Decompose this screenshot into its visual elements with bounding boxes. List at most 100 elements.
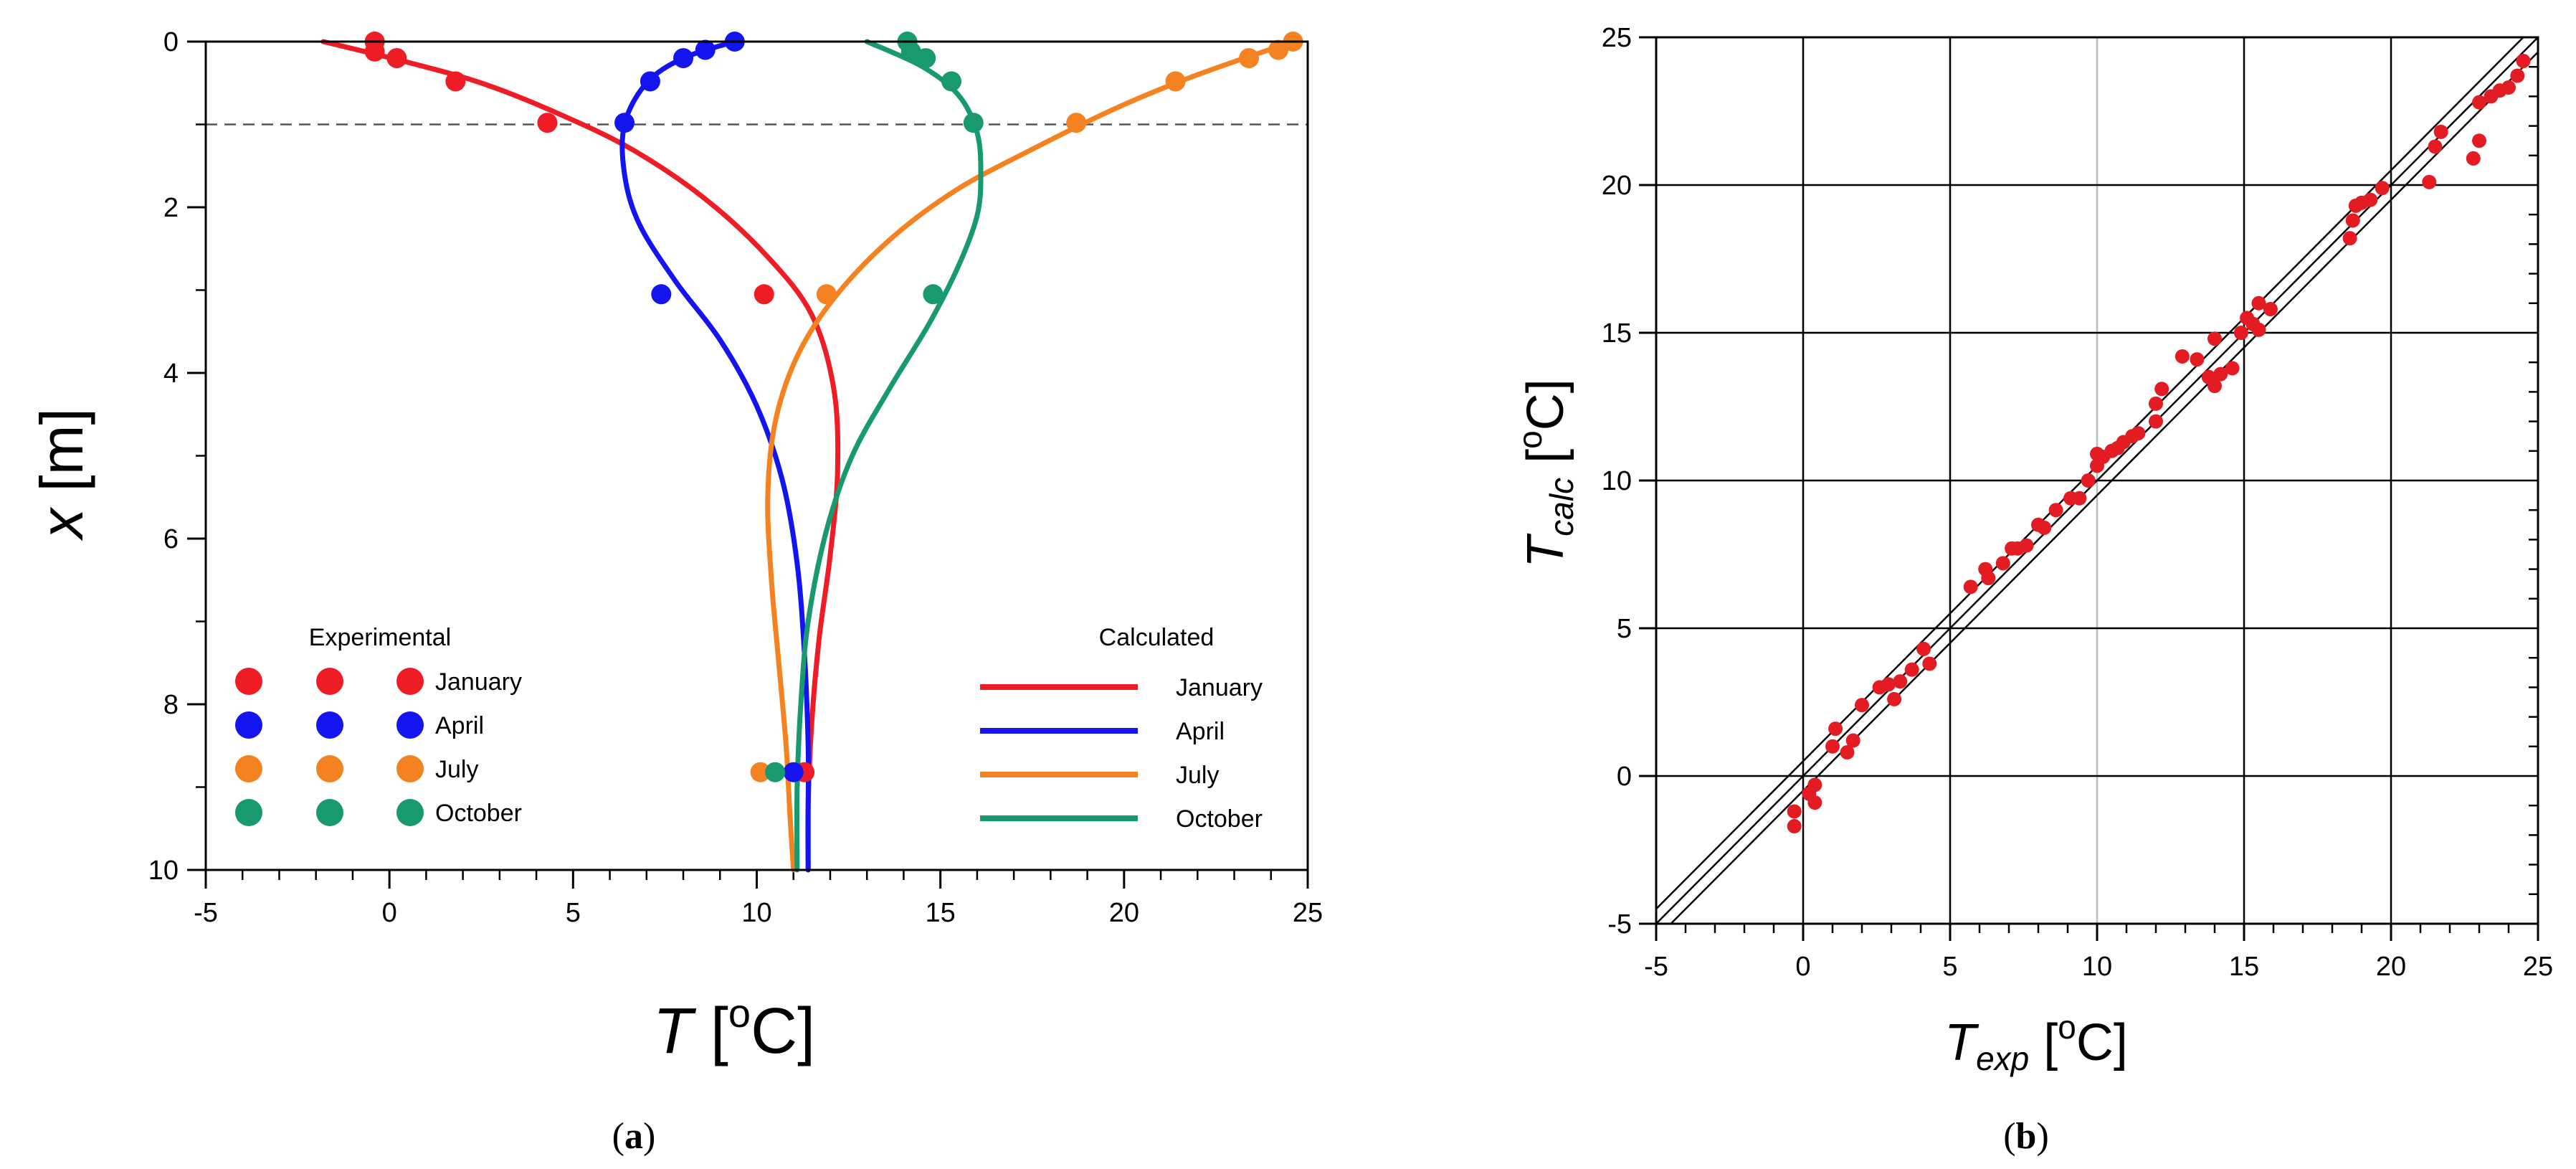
b-point [2081, 473, 2096, 488]
b-point [2375, 181, 2390, 196]
b-point [2466, 151, 2481, 166]
b-point [2207, 331, 2222, 346]
a-point-april [695, 39, 716, 60]
b-point [1893, 674, 1908, 689]
b-point [2207, 379, 2222, 394]
b-point [1963, 579, 1978, 595]
b-y-tick-label: 5 [1617, 614, 1632, 644]
b-x-tick-label: 25 [2523, 952, 2553, 982]
b-x-tick-label: 10 [2082, 952, 2112, 982]
a-point-april [673, 48, 694, 69]
b-point [2363, 192, 2378, 207]
b-point [2131, 426, 2146, 441]
b-point [2472, 95, 2486, 110]
a-y-tick-label: 2 [163, 193, 179, 223]
b-point [2072, 491, 2087, 506]
a-calculated-line-january [320, 39, 841, 873]
panel-b-chart: -5 0 5 10 15 20 25 -5 0 5 10 15 20 25 Tcalc [oC] Texp… [1511, 23, 2553, 1157]
a-point-january [754, 284, 774, 305]
b-point [2213, 366, 2228, 382]
b-point [1807, 777, 1822, 792]
b-point [1904, 662, 1919, 677]
a-legend-calc-label-january: January [1176, 674, 1263, 701]
a-y-tick-label: 0 [163, 27, 179, 57]
panel-a-x-axis-label: T [oC] [653, 990, 815, 1067]
panel-b-points [1787, 53, 2531, 834]
b-x-tick-label: -5 [1644, 952, 1668, 982]
b-point [2225, 361, 2240, 376]
b-point [2251, 322, 2266, 337]
b-point [2251, 295, 2266, 311]
panel-b-ticks: -5 0 5 10 15 20 25 -5 0 5 10 15 20 25 [1602, 23, 2553, 982]
b-x-tick-label: 5 [1942, 952, 1957, 982]
b-point [2154, 382, 2169, 397]
b-point [2510, 68, 2525, 83]
a-point-april [614, 113, 635, 133]
b-point [1922, 656, 1937, 671]
b-point [1807, 795, 1822, 810]
b-point [2263, 302, 2278, 317]
a-point-july [1268, 39, 1289, 60]
a-point-january [445, 71, 466, 92]
a-point-october [941, 71, 962, 92]
a-point-october [916, 48, 936, 69]
a-x-tick-label: -5 [194, 898, 218, 928]
b-point [1825, 739, 1840, 754]
a-legend-marker-january [396, 668, 424, 695]
b-point [2149, 396, 2163, 411]
a-point-july [1165, 71, 1186, 92]
b-point [1887, 691, 1902, 706]
a-point-july [750, 762, 771, 782]
a-point-april [783, 762, 804, 782]
a-point-april [651, 284, 672, 305]
a-y-tick-label: 6 [163, 524, 179, 554]
a-legend-marker-april [235, 711, 262, 739]
panel-a-calculated-lines [320, 39, 1296, 873]
b-point [1995, 556, 2010, 571]
b-point [1840, 745, 1855, 760]
a-point-october [963, 113, 984, 133]
b-point [2342, 231, 2357, 246]
b-reference-line [1669, 50, 2538, 924]
a-legend-marker-april [316, 711, 343, 739]
a-point-october [923, 284, 944, 305]
a-point-july [1066, 113, 1087, 133]
b-point [1981, 570, 1996, 585]
b-point [1828, 721, 1843, 737]
a-legend-calc-label-april: April [1176, 718, 1225, 745]
b-point [2501, 80, 2516, 95]
panel-b-y-axis-label: Tcalc [oC] [1511, 379, 1580, 567]
b-point [2516, 53, 2531, 68]
a-calculated-line-july [765, 39, 1296, 873]
a-legend-calc-label-july: July [1176, 762, 1219, 789]
a-x-tick-label: 10 [741, 898, 771, 928]
b-point [2428, 139, 2443, 154]
b-y-tick-label: 20 [1602, 171, 1632, 201]
b-point [1845, 733, 1860, 748]
a-legend-experimental-title: Experimental [309, 624, 451, 651]
b-y-tick-label: 15 [1602, 318, 1632, 349]
panel-a-chart: -5 0 5 10 15 20 25 0 2 4 6 8 10 Experimental January A… [28, 27, 1323, 1157]
b-x-tick-label: 15 [2229, 952, 2259, 982]
panel-a-legends: Experimental January April July October Calcu… [235, 624, 1263, 833]
panel-a-y-axis-label: x [m] [28, 408, 95, 541]
a-x-tick-label: 15 [926, 898, 956, 928]
b-point [2345, 213, 2360, 228]
panel-b-caption: (b) [2003, 1116, 2049, 1157]
a-y-tick-label: 8 [163, 690, 179, 720]
b-point [2472, 133, 2486, 148]
a-point-april [640, 71, 660, 92]
a-point-january [386, 48, 407, 69]
b-point [1881, 677, 1896, 692]
a-point-january [364, 41, 385, 62]
b-point [1916, 641, 1931, 656]
b-point [2422, 174, 2437, 189]
b-point [2175, 349, 2190, 364]
b-point [2149, 414, 2163, 429]
a-legend-label-october: October [435, 800, 522, 827]
b-point [1787, 819, 1802, 834]
a-x-tick-label: 25 [1293, 898, 1323, 928]
b-y-tick-label: -5 [1607, 909, 1632, 940]
a-legend-marker-july [235, 755, 262, 782]
a-point-january [537, 113, 558, 133]
